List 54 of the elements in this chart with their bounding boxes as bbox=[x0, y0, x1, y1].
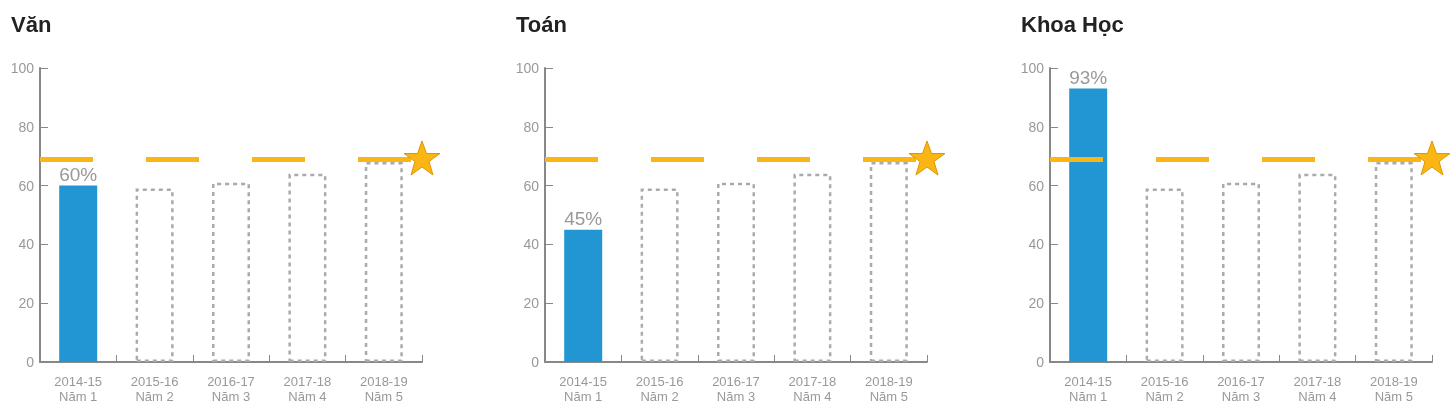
chart-title: Toán bbox=[516, 11, 567, 37]
y-tick-label: 0 bbox=[1036, 354, 1045, 370]
bar bbox=[793, 173, 832, 362]
bar bbox=[1374, 162, 1413, 362]
bar bbox=[1069, 88, 1108, 362]
y-tick-label: 80 bbox=[18, 118, 35, 135]
bar bbox=[135, 188, 174, 362]
y-tick-label: 100 bbox=[10, 60, 35, 76]
x-tick-label: 2016-17 Năm 3 bbox=[712, 374, 760, 404]
y-tick-label: 0 bbox=[531, 354, 540, 370]
bar bbox=[640, 188, 679, 362]
bar bbox=[1145, 188, 1184, 362]
x-tick-label: 2018-19 Năm 5 bbox=[1369, 374, 1418, 404]
bar bbox=[59, 185, 98, 362]
y-tick-label: 60 bbox=[18, 177, 35, 194]
y-tick-label: 60 bbox=[1028, 177, 1045, 194]
y-tick-label: 40 bbox=[18, 236, 35, 253]
bar bbox=[717, 182, 755, 362]
x-tick-label: 2016-17 Năm 3 bbox=[207, 374, 255, 404]
chart-title: Văn bbox=[11, 11, 52, 37]
bar bbox=[1222, 182, 1260, 362]
y-tick-label: 40 bbox=[1028, 236, 1045, 253]
y-tick-label: 20 bbox=[1028, 295, 1045, 312]
x-tick-label: 2014-15 Năm 1 bbox=[1064, 374, 1113, 404]
y-tick-label: 100 bbox=[515, 60, 540, 76]
x-tick-label: 2016-17 Năm 3 bbox=[1217, 374, 1265, 404]
x-tick-label: 2017-18 Năm 4 bbox=[283, 374, 332, 404]
x-tick-label: 2015-16 Năm 2 bbox=[1140, 374, 1189, 404]
x-tick-label: 2014-15 Năm 1 bbox=[54, 374, 103, 404]
y-tick-label: 100 bbox=[1020, 60, 1045, 76]
x-tick-label: 2018-19 Năm 5 bbox=[864, 374, 913, 404]
x-tick-label: 2014-15 Năm 1 bbox=[559, 374, 608, 404]
y-tick-label: 20 bbox=[523, 295, 540, 312]
y-tick-label: 20 bbox=[18, 295, 35, 312]
x-tick-label: 2015-16 Năm 2 bbox=[635, 374, 684, 404]
x-tick-label: 2018-19 Năm 5 bbox=[359, 374, 408, 404]
y-tick-label: 80 bbox=[523, 118, 540, 135]
y-tick-label: 40 bbox=[523, 236, 540, 253]
bar bbox=[1298, 173, 1337, 362]
bar bbox=[869, 162, 908, 362]
x-tick-label: 2015-16 Năm 2 bbox=[130, 374, 179, 404]
bar bbox=[212, 182, 250, 362]
y-tick-label: 80 bbox=[1028, 118, 1045, 135]
y-tick-label: 60 bbox=[523, 177, 540, 194]
chart-title: Khoa Học bbox=[1021, 11, 1124, 37]
x-tick-label: 2017-18 Năm 4 bbox=[788, 374, 837, 404]
data-label: 45% bbox=[564, 207, 603, 229]
bar bbox=[564, 229, 603, 362]
bar bbox=[364, 162, 403, 362]
bar bbox=[288, 173, 327, 362]
y-tick-label: 0 bbox=[26, 354, 35, 370]
data-label: 60% bbox=[59, 163, 98, 185]
data-label: 93% bbox=[1069, 66, 1108, 88]
x-tick-label: 2017-18 Năm 4 bbox=[1293, 374, 1342, 404]
